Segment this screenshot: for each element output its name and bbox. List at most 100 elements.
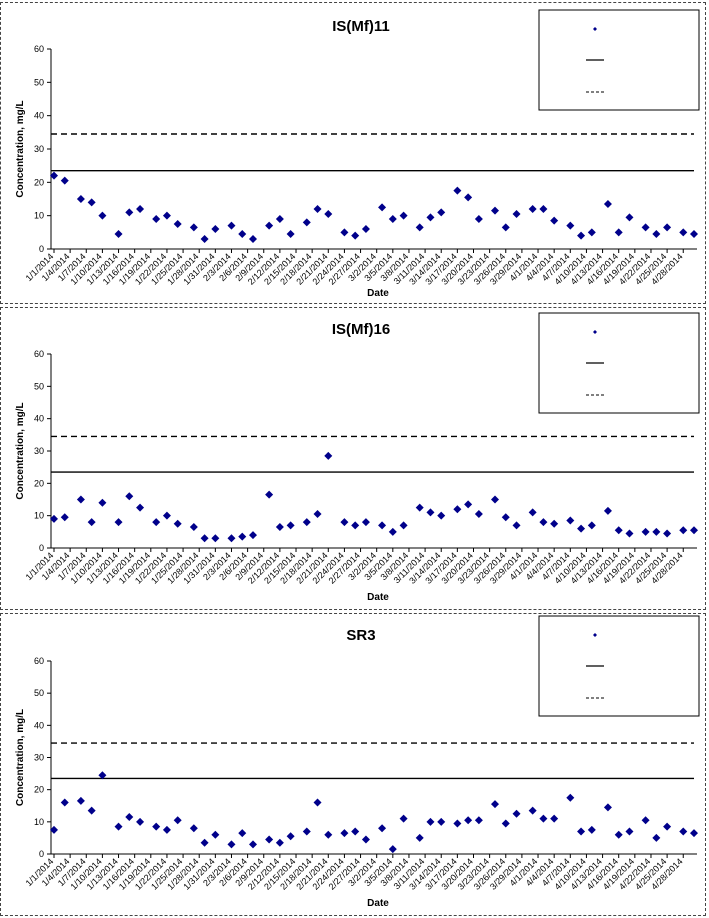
data-point bbox=[173, 220, 182, 228]
data-point bbox=[136, 205, 145, 213]
y-axis-label: Concentration, mg/L bbox=[15, 100, 26, 197]
y-tick-label: 20 bbox=[34, 478, 44, 488]
data-point bbox=[211, 534, 220, 543]
data-point bbox=[577, 524, 586, 533]
data-point bbox=[652, 833, 661, 842]
data-point bbox=[388, 527, 397, 536]
data-point bbox=[98, 498, 107, 507]
data-point bbox=[690, 829, 698, 838]
data-point bbox=[415, 503, 424, 512]
x-axis-label: Date bbox=[367, 592, 389, 603]
data-point bbox=[426, 213, 435, 222]
y-tick-label: 40 bbox=[34, 111, 44, 121]
data-point bbox=[265, 221, 274, 230]
y-tick-label: 40 bbox=[34, 720, 44, 730]
data-point bbox=[200, 534, 209, 543]
data-point bbox=[87, 198, 96, 207]
y-axis-label: Concentration, mg/L bbox=[15, 402, 26, 499]
data-point bbox=[603, 506, 612, 515]
data-point bbox=[189, 824, 198, 833]
data-point bbox=[238, 829, 247, 838]
data-point bbox=[663, 529, 672, 538]
data-point bbox=[136, 817, 145, 826]
data-point bbox=[512, 809, 521, 818]
chart-3: SR301020304050601/1/20141/4/20141/7/2014… bbox=[15, 615, 700, 909]
data-point bbox=[60, 176, 69, 185]
legend-box bbox=[538, 9, 700, 111]
data-point bbox=[474, 215, 483, 223]
data-point bbox=[388, 215, 397, 223]
legend-marker-swatch bbox=[593, 27, 597, 31]
data-point bbox=[437, 208, 446, 217]
data-point bbox=[652, 527, 661, 536]
data-point bbox=[437, 511, 446, 520]
data-point bbox=[577, 231, 586, 240]
y-tick-label: 50 bbox=[34, 688, 44, 698]
data-point bbox=[340, 518, 349, 527]
data-point bbox=[539, 518, 548, 527]
data-point bbox=[464, 816, 473, 825]
data-point bbox=[566, 221, 575, 230]
data-point bbox=[539, 814, 548, 823]
data-point bbox=[340, 228, 349, 237]
data-point bbox=[162, 211, 171, 220]
data-point bbox=[324, 830, 333, 839]
y-tick-label: 10 bbox=[34, 511, 44, 521]
data-point bbox=[550, 519, 559, 528]
legend-box bbox=[538, 615, 700, 717]
data-point bbox=[227, 840, 236, 849]
chart-title: SR3 bbox=[346, 627, 375, 644]
data-point bbox=[528, 205, 537, 213]
legend bbox=[538, 9, 700, 111]
data-point bbox=[625, 827, 634, 836]
data-point bbox=[453, 505, 462, 514]
data-point bbox=[324, 451, 333, 460]
data-point bbox=[114, 230, 123, 238]
data-point bbox=[663, 223, 672, 232]
data-point bbox=[125, 813, 134, 822]
data-point bbox=[426, 817, 435, 826]
y-tick-label: 0 bbox=[39, 543, 44, 553]
y-tick-label: 60 bbox=[34, 44, 44, 54]
data-point bbox=[286, 832, 295, 841]
data-point bbox=[587, 228, 596, 237]
data-point bbox=[324, 210, 333, 218]
data-point bbox=[313, 510, 322, 519]
data-point bbox=[453, 186, 462, 195]
data-point bbox=[286, 521, 295, 530]
data-point bbox=[50, 825, 58, 834]
data-point bbox=[248, 531, 257, 540]
y-tick-label: 50 bbox=[34, 381, 44, 391]
data-point bbox=[302, 218, 311, 227]
data-point bbox=[189, 223, 198, 232]
y-tick-label: 20 bbox=[34, 177, 44, 187]
data-point bbox=[114, 822, 123, 831]
data-point bbox=[265, 835, 274, 844]
data-point bbox=[663, 822, 672, 831]
data-point bbox=[491, 495, 500, 504]
data-point bbox=[539, 205, 548, 213]
data-point bbox=[614, 228, 623, 237]
data-point bbox=[679, 228, 688, 237]
data-point bbox=[152, 518, 161, 527]
data-point bbox=[351, 521, 360, 530]
data-point bbox=[248, 235, 257, 243]
chart-title: IS(Mf)16 bbox=[332, 321, 390, 338]
data-point bbox=[641, 223, 650, 232]
data-point bbox=[136, 503, 145, 512]
data-point bbox=[415, 833, 424, 842]
data-point bbox=[378, 521, 387, 530]
data-point bbox=[125, 208, 134, 217]
data-point bbox=[200, 235, 209, 243]
data-point bbox=[275, 215, 284, 223]
data-point bbox=[614, 526, 623, 535]
legend-marker-swatch bbox=[593, 633, 597, 637]
data-point bbox=[351, 827, 360, 836]
data-point bbox=[501, 819, 510, 828]
data-point bbox=[265, 490, 274, 499]
data-point bbox=[501, 513, 510, 522]
y-tick-label: 40 bbox=[34, 414, 44, 424]
data-point bbox=[125, 492, 134, 501]
data-point bbox=[679, 827, 688, 836]
data-point bbox=[491, 206, 500, 215]
